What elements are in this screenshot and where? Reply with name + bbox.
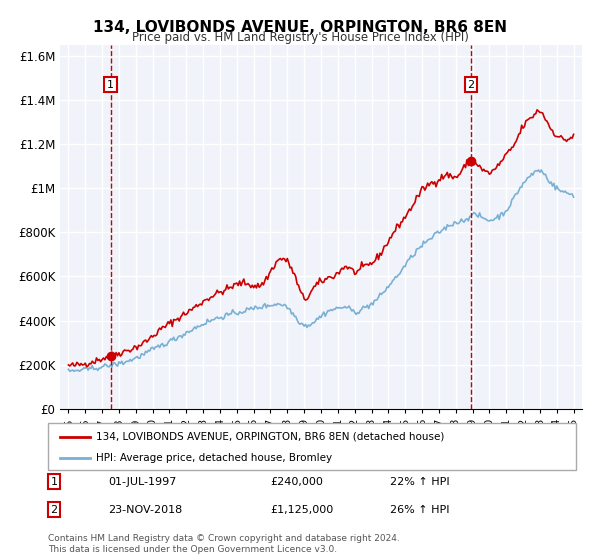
Text: 01-JUL-1997: 01-JUL-1997 <box>108 477 176 487</box>
Text: £1,125,000: £1,125,000 <box>270 505 333 515</box>
Text: 1: 1 <box>107 80 114 90</box>
Text: Price paid vs. HM Land Registry's House Price Index (HPI): Price paid vs. HM Land Registry's House … <box>131 31 469 44</box>
Text: HPI: Average price, detached house, Bromley: HPI: Average price, detached house, Brom… <box>96 452 332 463</box>
Text: 26% ↑ HPI: 26% ↑ HPI <box>390 505 449 515</box>
Text: Contains HM Land Registry data © Crown copyright and database right 2024.: Contains HM Land Registry data © Crown c… <box>48 534 400 543</box>
Text: 134, LOVIBONDS AVENUE, ORPINGTON, BR6 8EN: 134, LOVIBONDS AVENUE, ORPINGTON, BR6 8E… <box>93 20 507 35</box>
Text: 1: 1 <box>50 477 58 487</box>
Text: £240,000: £240,000 <box>270 477 323 487</box>
Text: 22% ↑ HPI: 22% ↑ HPI <box>390 477 449 487</box>
Text: 23-NOV-2018: 23-NOV-2018 <box>108 505 182 515</box>
Text: 2: 2 <box>467 80 475 90</box>
Text: This data is licensed under the Open Government Licence v3.0.: This data is licensed under the Open Gov… <box>48 545 337 554</box>
Text: 2: 2 <box>50 505 58 515</box>
Text: 134, LOVIBONDS AVENUE, ORPINGTON, BR6 8EN (detached house): 134, LOVIBONDS AVENUE, ORPINGTON, BR6 8E… <box>96 432 445 442</box>
